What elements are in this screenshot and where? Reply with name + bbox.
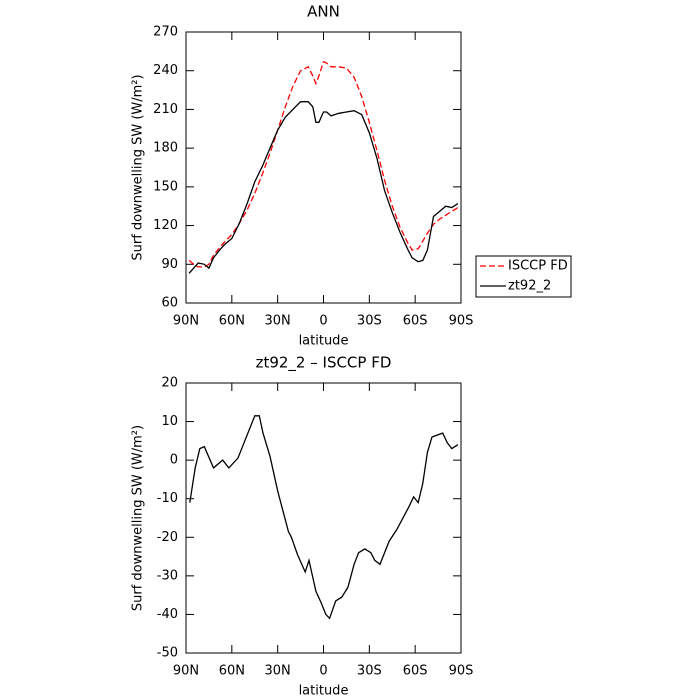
data-line [188,101,459,274]
x-tick-label: 90N [173,314,199,329]
data-line [188,60,459,268]
y-tick-label: 60 [161,296,178,311]
y-tick-label: 240 [153,63,178,78]
y-tick-label: -20 [157,530,178,545]
x-tick-label: 60S [403,664,428,679]
y-tick-label: 270 [153,25,178,40]
y-tick-label: 90 [161,257,178,272]
legend-label: ISCCP FD [508,259,568,274]
data-line [189,415,459,620]
x-tick-label: 0 [319,664,327,679]
x-tick-label: 90N [173,664,199,679]
x-tick-label: 30N [265,664,291,679]
y-tick-label: 210 [153,102,178,117]
y-tick-label: -30 [157,568,178,583]
x-tick-label: 30S [357,314,382,329]
y-tick-label: 10 [161,414,178,429]
x-tick-label: 30S [357,664,382,679]
x-axis-label: latitude [299,334,349,349]
y-tick-label: 150 [153,179,178,194]
x-tick-label: 0 [319,314,327,329]
legend-label: zt92_2 [508,279,551,294]
y-axis-label: Surf downwelling SW (W/m²) [131,74,146,260]
plot-frame [185,31,462,304]
x-tick-label: 60N [219,664,245,679]
chart-title: ANN [307,3,340,21]
y-tick-label: 0 [170,453,178,468]
y-axis-label: Surf downwelling SW (W/m²) [131,425,146,611]
x-tick-label: 30N [265,314,291,329]
x-tick-label: 60S [403,314,428,329]
y-tick-label: 180 [153,141,178,156]
x-tick-label: 60N [219,314,245,329]
plot-frame [185,382,462,654]
x-tick-label: 90S [449,314,474,329]
y-tick-label: -50 [157,646,178,661]
legend-box [475,255,572,298]
x-axis-label: latitude [299,684,349,699]
chart-title: zt92_2 – ISCCP FD [256,354,392,373]
x-tick-label: 90S [449,664,474,679]
y-tick-label: -40 [157,607,178,622]
y-tick-label: -10 [157,491,178,506]
y-tick-label: 120 [153,218,178,233]
y-tick-label: 20 [161,376,178,391]
